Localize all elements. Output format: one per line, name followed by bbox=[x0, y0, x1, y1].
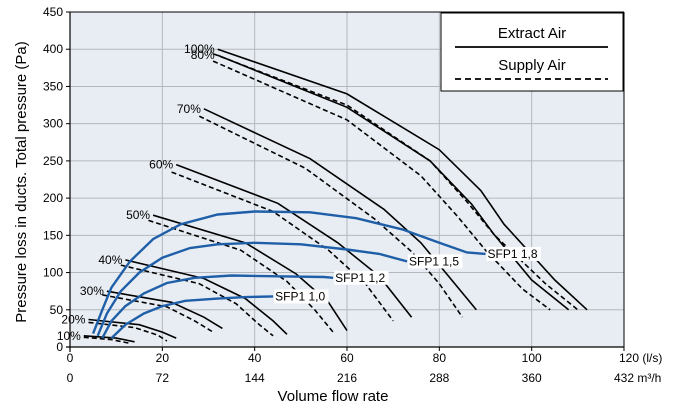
y-axis-title: Pressure loss in ducts. Total pressure (… bbox=[13, 41, 30, 323]
fan-curve-extract bbox=[175, 163, 413, 318]
sfp-curve bbox=[101, 274, 334, 339]
y-tick-label: 150 bbox=[43, 228, 63, 242]
sfp-label-bg bbox=[274, 289, 329, 304]
y-tick-label: 300 bbox=[43, 117, 63, 131]
y-tick-label: 400 bbox=[43, 42, 63, 56]
legend-box bbox=[440, 12, 624, 92]
x-tick-label: 40 bbox=[248, 351, 262, 365]
fan-curve-supply bbox=[148, 219, 334, 333]
fan-curve-label: 60% bbox=[149, 158, 173, 172]
y-tick-label: 0 bbox=[56, 340, 63, 354]
fan-curve-supply bbox=[171, 171, 394, 322]
y-tick-label: 350 bbox=[43, 79, 63, 93]
fan-curve-supply bbox=[198, 115, 464, 318]
sfp-curve-label: SFP1 1,2 bbox=[335, 271, 385, 285]
y-tick-label: 200 bbox=[43, 191, 63, 205]
y-tick-label: 100 bbox=[43, 266, 63, 280]
fan-curve-extract bbox=[152, 214, 348, 332]
fan-curve-label: 40% bbox=[98, 253, 122, 267]
legend-supply-label: Supply Air bbox=[498, 57, 566, 74]
fan-curves bbox=[83, 48, 588, 345]
x-tick-label-last: 120 (l/s) bbox=[619, 351, 662, 365]
x2-tick-label: 72 bbox=[156, 371, 170, 385]
curve-labels: 100%80% 70% 60% 50% 40% 30% 20% 10% SFP1 1,0 SFP1… bbox=[57, 42, 541, 343]
fan-curve-label: 100% bbox=[184, 42, 215, 56]
tick-labels: 0501001502002503003504004500020724014460… bbox=[43, 5, 662, 385]
legend: Extract Air Supply Air bbox=[440, 12, 624, 92]
x2-tick-label: 360 bbox=[522, 371, 542, 385]
y-tick-label: 50 bbox=[50, 303, 64, 317]
fan-curve-supply bbox=[83, 336, 131, 345]
sfp-curve bbox=[91, 210, 486, 335]
fan-curve-extract bbox=[83, 335, 135, 343]
y-tick-label: 250 bbox=[43, 154, 63, 168]
sfp-curve bbox=[110, 295, 274, 339]
fan-curve-extract bbox=[125, 259, 288, 335]
sfp-curve-label: SFP1 1,0 bbox=[275, 289, 325, 303]
fan-curve-extract bbox=[217, 54, 570, 311]
y-tick-label: 450 bbox=[43, 5, 63, 19]
sfp-label-bg bbox=[486, 246, 541, 261]
x-tick-label: 80 bbox=[433, 351, 447, 365]
sfp-curve bbox=[96, 241, 408, 337]
x-tick-label: 100 bbox=[522, 351, 542, 365]
x2-tick-label-last: 432 m³/h bbox=[614, 371, 661, 385]
fan-curve-label: 80% bbox=[191, 48, 215, 62]
x-axis-title: Volume flow rate bbox=[278, 388, 389, 405]
x2-tick-label: 216 bbox=[337, 371, 357, 385]
fan-curve-extract bbox=[217, 48, 588, 311]
x2-tick-label: 0 bbox=[67, 371, 74, 385]
sfp-curve-label: SFP1 1,5 bbox=[409, 254, 459, 268]
x2-tick-label: 144 bbox=[245, 371, 265, 385]
x-tick-label: 60 bbox=[340, 351, 354, 365]
sfp-curve-label: SFP1 1,8 bbox=[488, 247, 538, 261]
x2-tick-label: 288 bbox=[429, 371, 449, 385]
fan-curve-label: 10% bbox=[57, 329, 81, 343]
fan-curve-supply bbox=[212, 52, 579, 311]
fan-curve-supply bbox=[212, 60, 551, 311]
fan-curve-extract bbox=[88, 318, 177, 339]
fan-curve-label: 20% bbox=[61, 312, 85, 326]
sfp-label-bg bbox=[408, 254, 463, 269]
fan-curve-label: 70% bbox=[177, 102, 201, 116]
sfp-curves bbox=[91, 210, 486, 339]
fan-curve-label: 50% bbox=[126, 208, 150, 222]
sfp-label-bg bbox=[334, 270, 389, 285]
legend-extract-label: Extract Air bbox=[498, 25, 566, 42]
fan-curve-supply bbox=[88, 321, 168, 342]
axes bbox=[66, 11, 625, 352]
x-tick-label: 20 bbox=[156, 351, 170, 365]
x-tick-label: 0 bbox=[67, 351, 74, 365]
fan-curve-label: 30% bbox=[80, 284, 104, 298]
fan-curve-extract bbox=[203, 108, 477, 311]
fan-curve-supply bbox=[120, 264, 274, 337]
